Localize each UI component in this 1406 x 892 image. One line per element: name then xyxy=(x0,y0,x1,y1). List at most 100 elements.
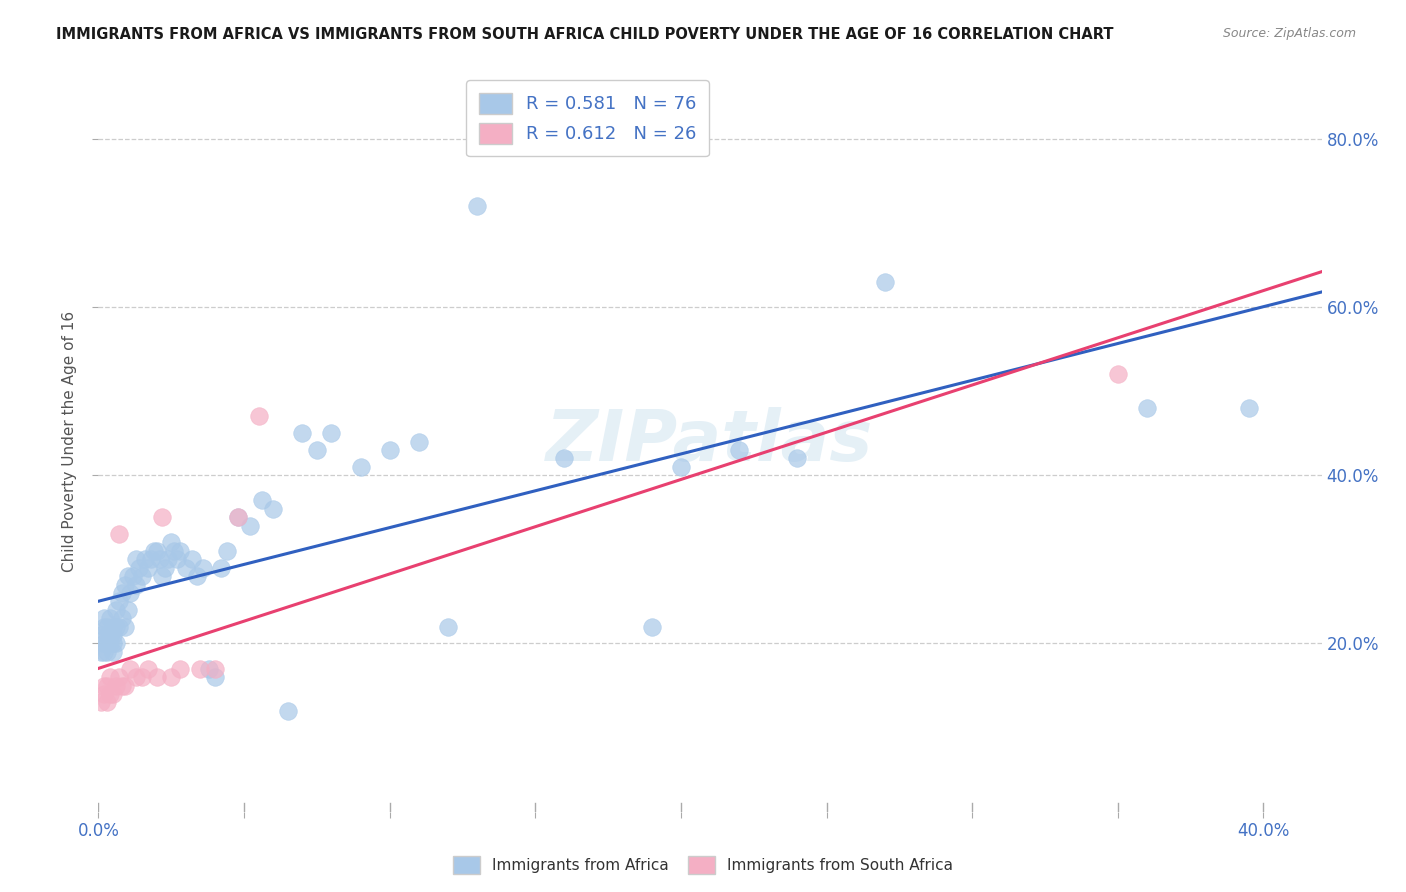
Point xyxy=(155,560,177,574)
Point xyxy=(349,459,371,474)
Point xyxy=(98,670,121,684)
Point xyxy=(145,670,167,684)
Point xyxy=(378,442,401,457)
Point xyxy=(180,552,202,566)
Point xyxy=(1107,368,1129,382)
Point xyxy=(93,687,115,701)
Point xyxy=(131,670,153,684)
Point xyxy=(93,636,115,650)
Point xyxy=(786,451,808,466)
Point xyxy=(111,679,134,693)
Point xyxy=(101,619,124,633)
Point xyxy=(101,687,124,701)
Legend: R = 0.581   N = 76, R = 0.612   N = 26: R = 0.581 N = 76, R = 0.612 N = 26 xyxy=(467,80,709,156)
Point xyxy=(90,628,112,642)
Point xyxy=(122,569,145,583)
Point xyxy=(93,619,115,633)
Point xyxy=(465,199,488,213)
Point xyxy=(104,679,127,693)
Y-axis label: Child Poverty Under the Age of 16: Child Poverty Under the Age of 16 xyxy=(62,311,77,572)
Point xyxy=(204,662,226,676)
Point xyxy=(152,569,174,583)
Point xyxy=(101,645,124,659)
Point xyxy=(108,527,131,541)
Point xyxy=(239,518,262,533)
Point xyxy=(111,586,134,600)
Point xyxy=(98,628,121,642)
Point xyxy=(93,645,115,659)
Point xyxy=(553,451,575,466)
Point xyxy=(250,493,273,508)
Point xyxy=(226,510,249,524)
Text: ZIPatlas: ZIPatlas xyxy=(547,407,873,476)
Point xyxy=(104,619,127,633)
Point xyxy=(108,619,131,633)
Point xyxy=(114,619,136,633)
Point xyxy=(193,560,215,574)
Point xyxy=(188,662,212,676)
Point xyxy=(139,552,162,566)
Point xyxy=(136,560,159,574)
Point xyxy=(104,603,127,617)
Point xyxy=(437,619,460,633)
Point xyxy=(90,695,112,709)
Point xyxy=(174,560,197,574)
Point xyxy=(408,434,430,449)
Point xyxy=(117,603,139,617)
Legend: Immigrants from Africa, Immigrants from South Africa: Immigrants from Africa, Immigrants from … xyxy=(447,850,959,880)
Point xyxy=(186,569,208,583)
Point xyxy=(305,442,328,457)
Point xyxy=(198,662,221,676)
Point xyxy=(125,670,148,684)
Point xyxy=(873,275,896,289)
Point xyxy=(96,636,118,650)
Point xyxy=(104,636,127,650)
Point xyxy=(108,670,131,684)
Point xyxy=(128,560,150,574)
Point xyxy=(125,577,148,591)
Point xyxy=(641,619,664,633)
Point xyxy=(149,552,172,566)
Point xyxy=(321,426,343,441)
Text: Source: ZipAtlas.com: Source: ZipAtlas.com xyxy=(1223,27,1357,40)
Point xyxy=(93,679,115,693)
Point xyxy=(215,544,238,558)
Point xyxy=(247,409,270,424)
Point xyxy=(136,662,159,676)
Point xyxy=(93,611,115,625)
Point xyxy=(157,552,180,566)
Point xyxy=(226,510,249,524)
Point xyxy=(96,679,118,693)
Point xyxy=(204,670,226,684)
Point xyxy=(117,569,139,583)
Point xyxy=(166,552,188,566)
Point xyxy=(101,636,124,650)
Point xyxy=(145,544,167,558)
Point xyxy=(108,594,131,608)
Point xyxy=(160,670,183,684)
Point xyxy=(169,662,191,676)
Point xyxy=(134,552,156,566)
Point xyxy=(120,662,142,676)
Point xyxy=(96,619,118,633)
Point xyxy=(1237,401,1260,415)
Point xyxy=(96,628,118,642)
Point xyxy=(125,552,148,566)
Point xyxy=(98,636,121,650)
Point xyxy=(96,695,118,709)
Point xyxy=(142,544,165,558)
Point xyxy=(111,611,134,625)
Point xyxy=(209,560,232,574)
Point xyxy=(1136,401,1159,415)
Point xyxy=(98,687,121,701)
Point xyxy=(96,645,118,659)
Point xyxy=(728,442,751,457)
Point xyxy=(152,510,174,524)
Point xyxy=(90,645,112,659)
Point xyxy=(262,501,284,516)
Point xyxy=(169,544,191,558)
Point xyxy=(163,544,186,558)
Point xyxy=(114,679,136,693)
Point xyxy=(131,569,153,583)
Point xyxy=(277,704,299,718)
